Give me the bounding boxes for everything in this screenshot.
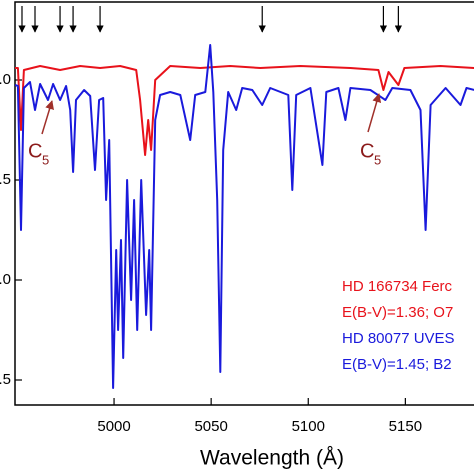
x-tick-label: 5050 — [194, 418, 227, 435]
annotation-sub: 5 — [374, 152, 381, 167]
x-tick-label: 5000 — [97, 418, 130, 435]
y-tick-label: 0.5 — [0, 171, 11, 188]
annotation-text: C — [28, 140, 42, 162]
y-tick-label: 1.0 — [0, 71, 11, 88]
y-tick-label: -0.5 — [0, 371, 11, 388]
y-tick-label: 0.0 — [0, 271, 11, 288]
plot-area — [15, 44, 474, 389]
annotation-sub: 5 — [42, 152, 49, 167]
legend-label: HD 80077 UVES — [342, 330, 455, 347]
spectrum-line — [15, 44, 474, 389]
x-tick-label: 5150 — [389, 418, 422, 435]
legend-label: HD 166734 Ferc — [342, 278, 453, 295]
annotation-arrow — [367, 93, 382, 133]
annotation-arrow — [41, 100, 54, 135]
spectrum-line — [15, 65, 474, 156]
legend-note: E(B-V)=1.36; O7 — [342, 304, 453, 321]
x-tick-label: 5100 — [292, 418, 325, 435]
annotation-text: C — [360, 140, 374, 162]
legend-note: E(B-V)=1.45; B2 — [342, 356, 452, 373]
plot-frame — [14, 1, 474, 406]
x-axis-label: Wavelength (Å) — [200, 447, 344, 470]
